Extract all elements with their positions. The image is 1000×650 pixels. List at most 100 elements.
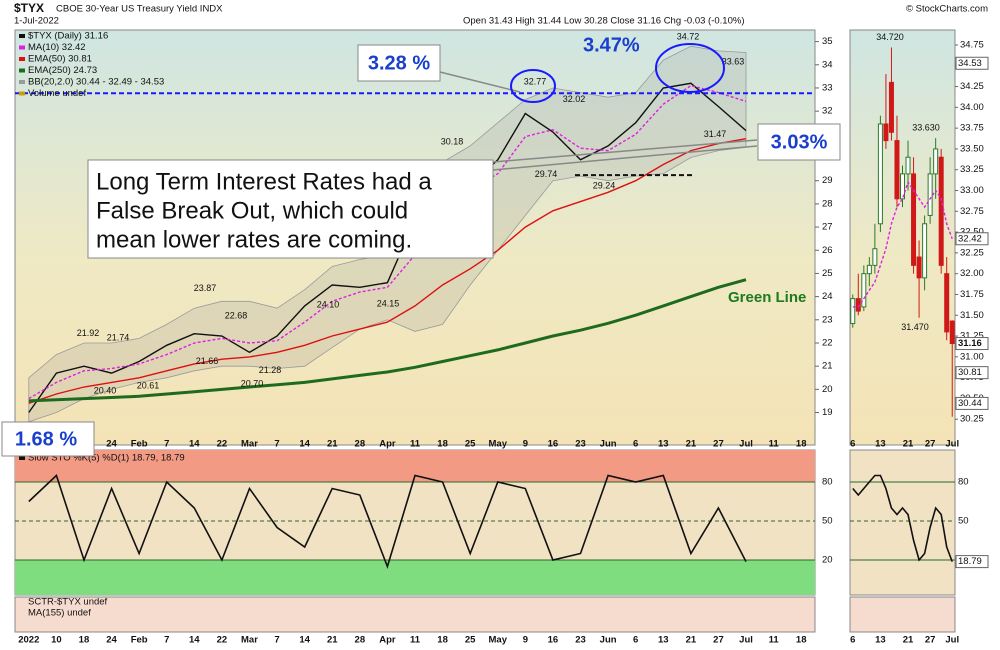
x-tick-label: 7 xyxy=(274,439,279,450)
x-tick-label: 18 xyxy=(79,635,90,646)
x-tick-label: 25 xyxy=(465,439,476,450)
y-tick-label: 33.25 xyxy=(960,164,984,175)
y-tick-label: 27 xyxy=(822,222,833,233)
value-label: 32.02 xyxy=(563,94,586,104)
y-tick-label: 34.00 xyxy=(960,102,984,113)
note-line: mean lower rates are coming. xyxy=(96,226,412,253)
value-label: 21.66 xyxy=(196,356,219,366)
value-label: 20.40 xyxy=(94,385,117,395)
candle-body xyxy=(949,320,955,345)
y-tick-label: 33.75 xyxy=(960,123,984,134)
value-label: 33.63 xyxy=(722,57,745,67)
x-tick-label: 16 xyxy=(548,635,559,646)
y-tick-label: 25 xyxy=(822,268,833,279)
legend-label: EMA(50) 30.81 xyxy=(28,54,92,65)
x-tick-label: Feb xyxy=(131,439,148,450)
x-tick-label: 14 xyxy=(189,439,200,450)
candle-body xyxy=(888,81,894,133)
x-tick-label: Jul xyxy=(739,439,753,450)
quote: Open 31.43 High 31.44 Low 30.28 Close 31… xyxy=(463,16,745,27)
axis-marker: 18.79 xyxy=(958,556,982,567)
x-tick-label: Jul xyxy=(945,635,959,646)
y-tick-label: 22 xyxy=(822,338,833,349)
value-label: 34.72 xyxy=(677,31,700,41)
x-tick-label: Mar xyxy=(241,439,258,450)
note-line: False Break Out, which could xyxy=(96,197,408,224)
x-tick-label: 27 xyxy=(925,635,936,646)
arrow xyxy=(492,145,758,171)
y-tick-label: 23 xyxy=(822,314,833,325)
series-line xyxy=(28,84,747,400)
y-tick-label: 35 xyxy=(822,36,833,47)
y-tick-label: 30.25 xyxy=(960,414,984,425)
y-tick-label: 80 xyxy=(958,477,969,488)
legend-label: Volume undef xyxy=(28,88,86,99)
value-label: 29.24 xyxy=(593,181,616,191)
legend-swatch xyxy=(19,34,25,38)
legend-swatch xyxy=(19,91,25,96)
candle-body xyxy=(883,123,889,142)
axis-marker: 30.81 xyxy=(958,367,982,378)
x-tick-label: 13 xyxy=(875,439,886,450)
x-tick-label: 11 xyxy=(769,635,780,646)
x-tick-label: Jul xyxy=(945,439,959,450)
y-tick-label: 33.00 xyxy=(960,185,984,196)
x-tick-label: 28 xyxy=(355,635,366,646)
value-label: 24.15 xyxy=(377,299,400,309)
x-tick-label: 27 xyxy=(713,635,724,646)
x-tick-label: 13 xyxy=(875,635,886,646)
axis-marker-box xyxy=(955,232,989,246)
oversold-zone xyxy=(15,560,815,595)
x-tick-label: 14 xyxy=(299,635,310,646)
x-tick-label: 21 xyxy=(903,439,914,450)
axis-marker-box xyxy=(955,396,989,410)
peak-circle xyxy=(510,69,556,103)
legend-label: EMA(250) 24.73 xyxy=(28,65,97,76)
y-tick-label: 31.75 xyxy=(960,289,984,300)
symbol-name: CBOE 30-Year US Treasury Yield INDX xyxy=(56,4,223,15)
y-tick-label: 50 xyxy=(822,516,833,527)
legend-swatch xyxy=(19,45,25,50)
arrow xyxy=(492,139,758,163)
y-tick-label: 20 xyxy=(822,384,833,395)
x-tick-label: 21 xyxy=(903,635,914,646)
note-line: Long Term Interest Rates had a xyxy=(96,168,432,195)
callout-box xyxy=(357,44,441,82)
candle-body xyxy=(911,173,917,266)
axis-marker-box xyxy=(955,555,989,569)
y-tick-label: 34 xyxy=(822,59,833,70)
x-tick-label: 21 xyxy=(686,635,697,646)
axis-marker: 30.44 xyxy=(958,398,982,409)
legend-swatch xyxy=(19,68,25,73)
x-tick-label: Mar xyxy=(241,635,258,646)
callout-box xyxy=(1,421,95,457)
value-label: 33.630 xyxy=(912,122,940,132)
y-tick-label: 29 xyxy=(822,175,833,186)
x-tick-label: 28 xyxy=(355,439,366,450)
value-label: 21.28 xyxy=(259,365,282,375)
x-tick-label: May xyxy=(489,635,508,646)
x-tick-label: 22 xyxy=(217,439,228,450)
x-tick-label: 18 xyxy=(796,635,807,646)
x-tick-label: 22 xyxy=(217,635,228,646)
axis-marker-box xyxy=(955,366,989,380)
x-tick-label: Feb xyxy=(131,635,148,646)
value-label: 29.74 xyxy=(535,169,558,179)
y-tick-label: 32.75 xyxy=(960,206,984,217)
x-tick-label: 21 xyxy=(686,439,697,450)
candle-body xyxy=(861,273,867,308)
x-tick-label: Jul xyxy=(739,635,753,646)
y-tick-label: 31.00 xyxy=(960,351,984,362)
series-line xyxy=(28,82,747,413)
y-tick-label: 28 xyxy=(822,198,833,209)
zoom-sctr-panel xyxy=(849,596,956,633)
value-label: 31.470 xyxy=(901,322,929,332)
candle-body xyxy=(894,140,900,200)
candle-body xyxy=(938,156,944,266)
candle-body xyxy=(933,148,939,175)
x-tick-label: 23 xyxy=(575,439,586,450)
candle-body xyxy=(916,256,922,279)
y-tick-label: 24 xyxy=(822,291,833,302)
callout: 3.47% xyxy=(583,34,640,56)
value-label: 32.77 xyxy=(524,77,547,87)
